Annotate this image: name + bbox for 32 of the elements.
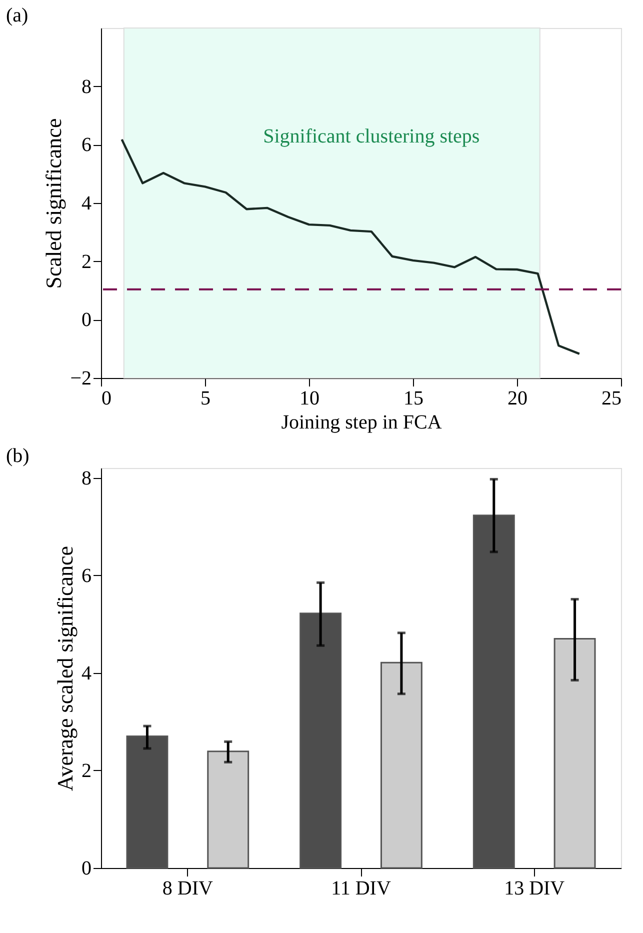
y-tick-label: 8	[82, 467, 92, 490]
y-tick-label: 2	[82, 760, 92, 782]
y-tick-label: 4	[82, 192, 92, 214]
y-axis-title: Scaled significance	[41, 118, 66, 289]
x-tick-label: 25	[602, 388, 622, 410]
bar	[554, 638, 596, 869]
chart-title: (a)	[6, 4, 28, 26]
x-tick-label: 8 DIV	[162, 878, 214, 900]
bar	[472, 514, 515, 869]
x-axis-title: Joining step in FCA	[281, 412, 442, 434]
y-axis-title: Average scaled significance	[52, 546, 78, 792]
x-tick-label: 20	[508, 388, 528, 410]
y-tick-label: −2	[70, 368, 92, 390]
x-tick-label: 5	[200, 388, 210, 410]
y-tick-label: 2	[82, 250, 92, 273]
y-tick-label: 6	[82, 564, 92, 587]
y-tick-label: 6	[82, 134, 92, 156]
y-tick-label: 0	[82, 309, 92, 332]
x-tick-label: 10	[300, 388, 320, 410]
bar	[207, 750, 250, 869]
annotation: Significant clustering steps	[263, 126, 480, 148]
y-tick-label: 4	[82, 662, 92, 684]
bar	[380, 662, 422, 869]
chart-title: (b)	[6, 444, 30, 467]
x-tick-label: 0	[102, 388, 112, 410]
x-tick-label: 15	[404, 388, 424, 410]
x-tick-label: 11 DIV	[331, 878, 392, 900]
x-tick-label: 13 DIV	[504, 878, 566, 900]
y-tick-label: 0	[82, 858, 92, 880]
bar	[126, 736, 168, 869]
bar	[300, 612, 342, 869]
y-tick-label: 8	[82, 76, 92, 98]
